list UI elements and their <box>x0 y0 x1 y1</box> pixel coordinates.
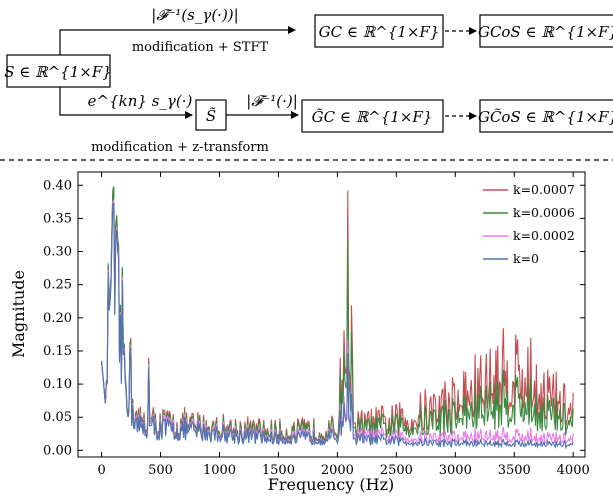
spectrum-chart: 0 500 1000 1500 2000 2500 3000 3500 4000 0.00 0.05… <box>9 171 590 494</box>
s-tilde-label: S̃ <box>206 107 216 125</box>
top-formula: |𝓕⁻¹(s_γ(·))| <box>151 6 238 24</box>
legend: k=0.0007 k=0.0006 k=0.0002 k=0 <box>483 182 575 266</box>
series-line-k=0 <box>101 202 574 450</box>
gc-tilde-box <box>301 99 444 133</box>
legend-label: k=0.0002 <box>513 228 575 243</box>
legend-label: k=0 <box>513 251 539 266</box>
y-tick-label: 0.20 <box>43 311 72 326</box>
bottom-formula: e^{kn} s_γ(·) <box>88 92 193 110</box>
x-tick-label: 2000 <box>321 463 354 478</box>
pipeline-diagram: S ∈ ℝ^{1×F} |𝓕⁻¹(s_γ(·))| modification +… <box>0 6 613 161</box>
top-branch-arrow <box>59 26 296 55</box>
gcos-tilde-box <box>479 99 613 133</box>
x-axis-label: Frequency (Hz) <box>268 475 395 494</box>
y-tick-label: 0.15 <box>43 344 72 359</box>
gc-tilde-label: G̃C ∈ ℝ^{1×F} <box>312 108 433 126</box>
x-tick-label: 0 <box>97 463 105 478</box>
source-box-label: S ∈ ℝ^{1×F} <box>4 63 112 81</box>
y-tick-label: 0.40 <box>43 178 72 193</box>
gcos-box <box>479 14 613 48</box>
x-tick-label: 1500 <box>262 463 295 478</box>
gc-box-label: GC ∈ ℝ^{1×F} <box>319 23 440 41</box>
legend-label: k=0.0006 <box>513 205 575 220</box>
top-caption: modification + STFT <box>132 40 269 55</box>
series-layer <box>101 186 574 450</box>
legend-label: k=0.0007 <box>513 182 575 197</box>
x-tick-label: 3000 <box>439 463 472 478</box>
x-tick-label: 500 <box>148 463 173 478</box>
gcos-tilde-label: GC̃oS ∈ ℝ^{1×F} <box>478 108 613 126</box>
s-tilde-box <box>195 99 227 131</box>
y-tick-label: 0.25 <box>43 278 72 293</box>
x-tick-label: 4000 <box>557 463 590 478</box>
gcos-box-label: GCoS ∈ ℝ^{1×F} <box>478 23 613 41</box>
bottom-branch-arrow <box>59 87 193 119</box>
y-tick-label: 0.10 <box>43 377 72 392</box>
y-tick-label: 0.00 <box>43 443 72 458</box>
y-tick-label: 0.30 <box>43 245 72 260</box>
x-tick-label: 1000 <box>203 463 236 478</box>
x-tick-label: 2500 <box>380 463 413 478</box>
x-tick-label: 3500 <box>498 463 531 478</box>
gc-box <box>314 14 444 48</box>
y-axis-label: Magnitude <box>9 270 28 358</box>
bottom-caption: modification + z-transform <box>91 140 269 155</box>
y-tick-label: 0.35 <box>43 211 72 226</box>
y-tick-label: 0.05 <box>43 410 72 425</box>
source-box <box>6 54 111 88</box>
axis-layer: 0 500 1000 1500 2000 2500 3000 3500 4000 0.00 0.05… <box>43 172 590 478</box>
inverse-formula: |𝓕⁻¹(·)| <box>246 92 298 110</box>
